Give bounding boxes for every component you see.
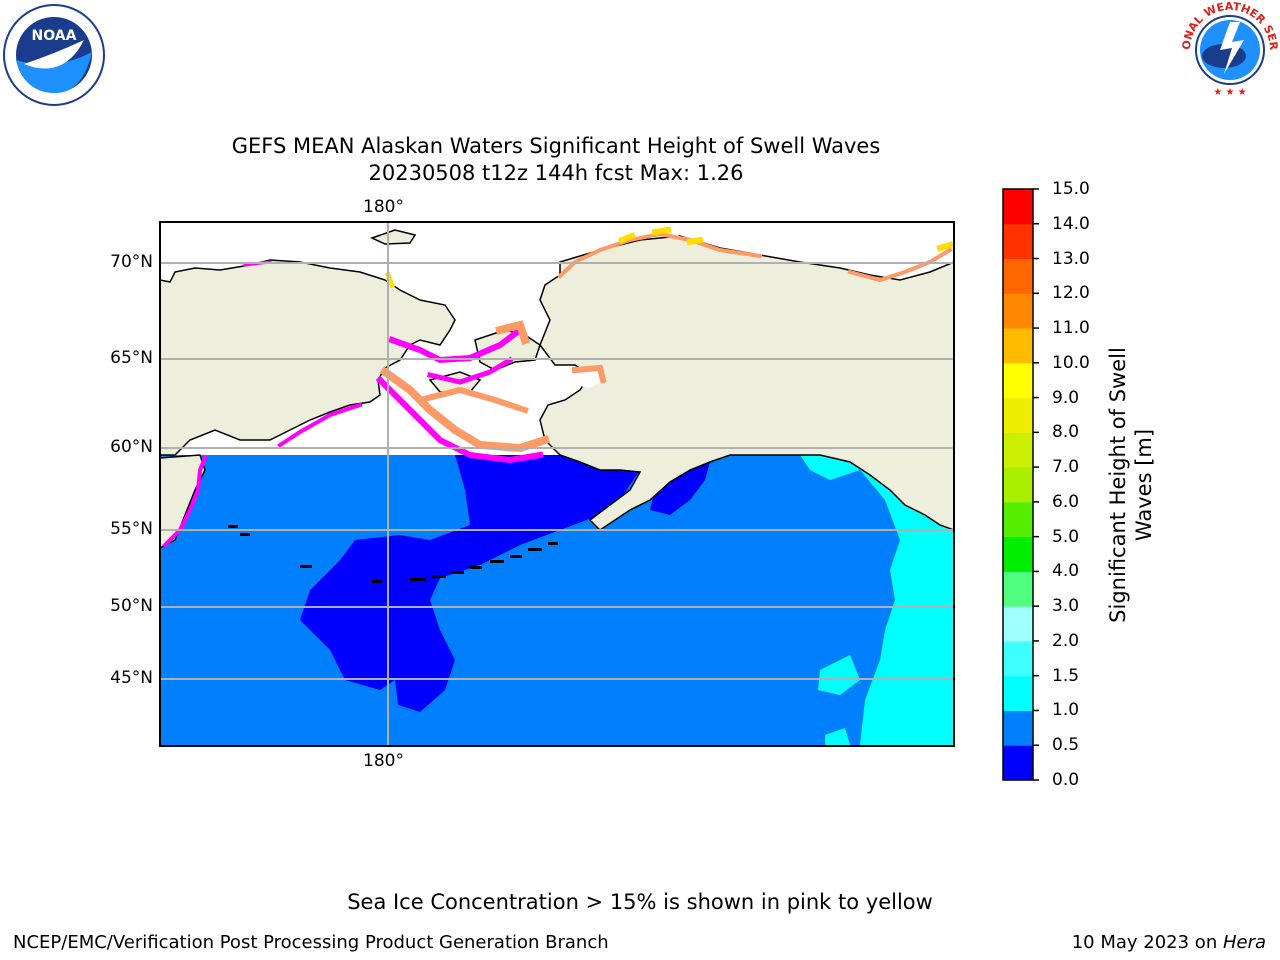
colorbar-segment [1003, 571, 1033, 607]
colorbar-segment [1003, 501, 1033, 538]
colorbar-tick-label: 14.0 [1052, 213, 1090, 234]
colorbar-tick-label: 1.0 [1052, 700, 1080, 721]
footer-date: 10 May 2023 on Hera [1072, 932, 1266, 953]
colorbar-tick-label: 1.5 [1052, 665, 1080, 686]
lat-label-70: 70°N [110, 252, 153, 272]
colorbar-segment [1003, 362, 1033, 399]
colorbar-segment [1003, 467, 1033, 503]
map-area [160, 222, 954, 746]
colorbar-segment [1003, 675, 1033, 711]
colorbar-segment [1003, 328, 1033, 364]
footer-date-text: 10 May 2023 on [1071, 932, 1223, 953]
footer-machine: Hera [1222, 932, 1266, 953]
sea-ice-note: Sea Ice Concentration > 15% is shown in … [347, 890, 933, 914]
colorbar-tick-label: 13.0 [1052, 248, 1090, 269]
colorbar-tick-label: 0.5 [1052, 735, 1080, 756]
colorbar-tick-label: 11.0 [1052, 318, 1090, 339]
colorbar-segment [1003, 710, 1033, 746]
colorbar-tick-label: 2.0 [1052, 630, 1080, 651]
footer-branch: NCEP/EMC/Verification Post Processing Pr… [13, 932, 609, 953]
nws-logo: NATIONAL WEATHER SERVICE ★ ★ ★ [1180, 0, 1280, 98]
colorbar-segment [1003, 189, 1033, 225]
lat-label-60: 60°N [110, 437, 153, 457]
chart-title: GEFS MEAN Alaskan Waters Significant Hei… [231, 134, 881, 158]
low-swell-region [300, 455, 640, 712]
colorbar [1003, 189, 1033, 781]
colorbar-segment [1003, 223, 1033, 260]
svg-text:★ ★ ★: ★ ★ ★ [1213, 87, 1246, 98]
colorbar-tick-label: 15.0 [1052, 179, 1090, 199]
colorbar-segment [1003, 432, 1033, 468]
graticule [160, 222, 954, 746]
lat-label-55: 55°N [110, 519, 153, 539]
lon-label-bottom: 180° [363, 751, 404, 771]
colorbar-segment [1003, 745, 1033, 781]
colorbar-tick-label: 6.0 [1052, 491, 1080, 512]
noaa-logo: NOAA [3, 4, 105, 106]
colorbar-tick-label: 9.0 [1052, 387, 1080, 408]
colorbar-tick-label: 10.0 [1052, 352, 1090, 373]
colorbar-tick-label: 12.0 [1052, 283, 1090, 304]
colorbar-segment [1003, 258, 1033, 294]
colorbar-tick-label: 0.0 [1052, 770, 1080, 790]
lat-label-45: 45°N [110, 668, 153, 688]
high-swell-region [800, 455, 954, 745]
colorbar-title: Significant Height of Swell Waves [m] [1106, 347, 1156, 623]
colorbar-tick-label: 3.0 [1052, 596, 1080, 617]
colorbar-segment [1003, 640, 1033, 677]
aleutian-islands [228, 525, 558, 583]
colorbar-tick-label: 5.0 [1052, 526, 1080, 547]
svg-text:NOAA: NOAA [32, 28, 77, 44]
colorbar-segment [1003, 293, 1033, 329]
lat-label-50: 50°N [110, 596, 153, 616]
map-frame [159, 221, 955, 747]
colorbar-frame [1002, 188, 1034, 781]
colorbar-segment [1003, 397, 1033, 433]
colorbar-segment [1003, 606, 1033, 642]
lon-label-top: 180° [363, 197, 404, 217]
colorbar-tick-label: 4.0 [1052, 561, 1080, 582]
colorbar-tick-label: 7.0 [1052, 457, 1080, 478]
colorbar-tick-label: 8.0 [1052, 422, 1080, 443]
colorbar-segment [1003, 536, 1033, 572]
chart-subtitle: 20230508 t12z 144h fcst Max: 1.26 [368, 161, 744, 185]
lat-label-65: 65°N [110, 348, 153, 368]
